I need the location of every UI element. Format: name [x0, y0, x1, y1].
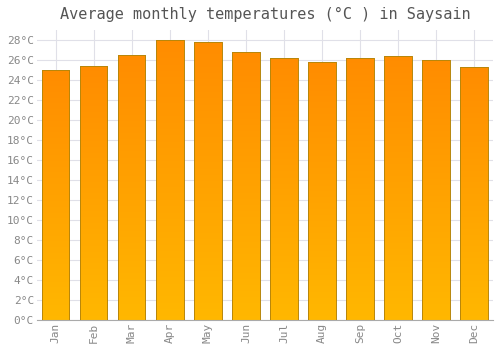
- Bar: [346, 58, 374, 320]
- Bar: [270, 58, 297, 320]
- Bar: [232, 52, 260, 320]
- Bar: [42, 70, 70, 320]
- Bar: [422, 60, 450, 320]
- Bar: [118, 55, 146, 320]
- Bar: [42, 70, 70, 320]
- Bar: [346, 58, 374, 320]
- Bar: [308, 62, 336, 320]
- Bar: [422, 60, 450, 320]
- Bar: [118, 55, 146, 320]
- Bar: [80, 66, 108, 320]
- Bar: [270, 58, 297, 320]
- Bar: [308, 62, 336, 320]
- Bar: [156, 40, 184, 320]
- Bar: [460, 67, 487, 320]
- Bar: [80, 66, 108, 320]
- Bar: [384, 56, 411, 320]
- Bar: [194, 42, 222, 320]
- Bar: [384, 56, 411, 320]
- Bar: [194, 42, 222, 320]
- Bar: [460, 67, 487, 320]
- Title: Average monthly temperatures (°C ) in Saysain: Average monthly temperatures (°C ) in Sa…: [60, 7, 470, 22]
- Bar: [156, 40, 184, 320]
- Bar: [232, 52, 260, 320]
